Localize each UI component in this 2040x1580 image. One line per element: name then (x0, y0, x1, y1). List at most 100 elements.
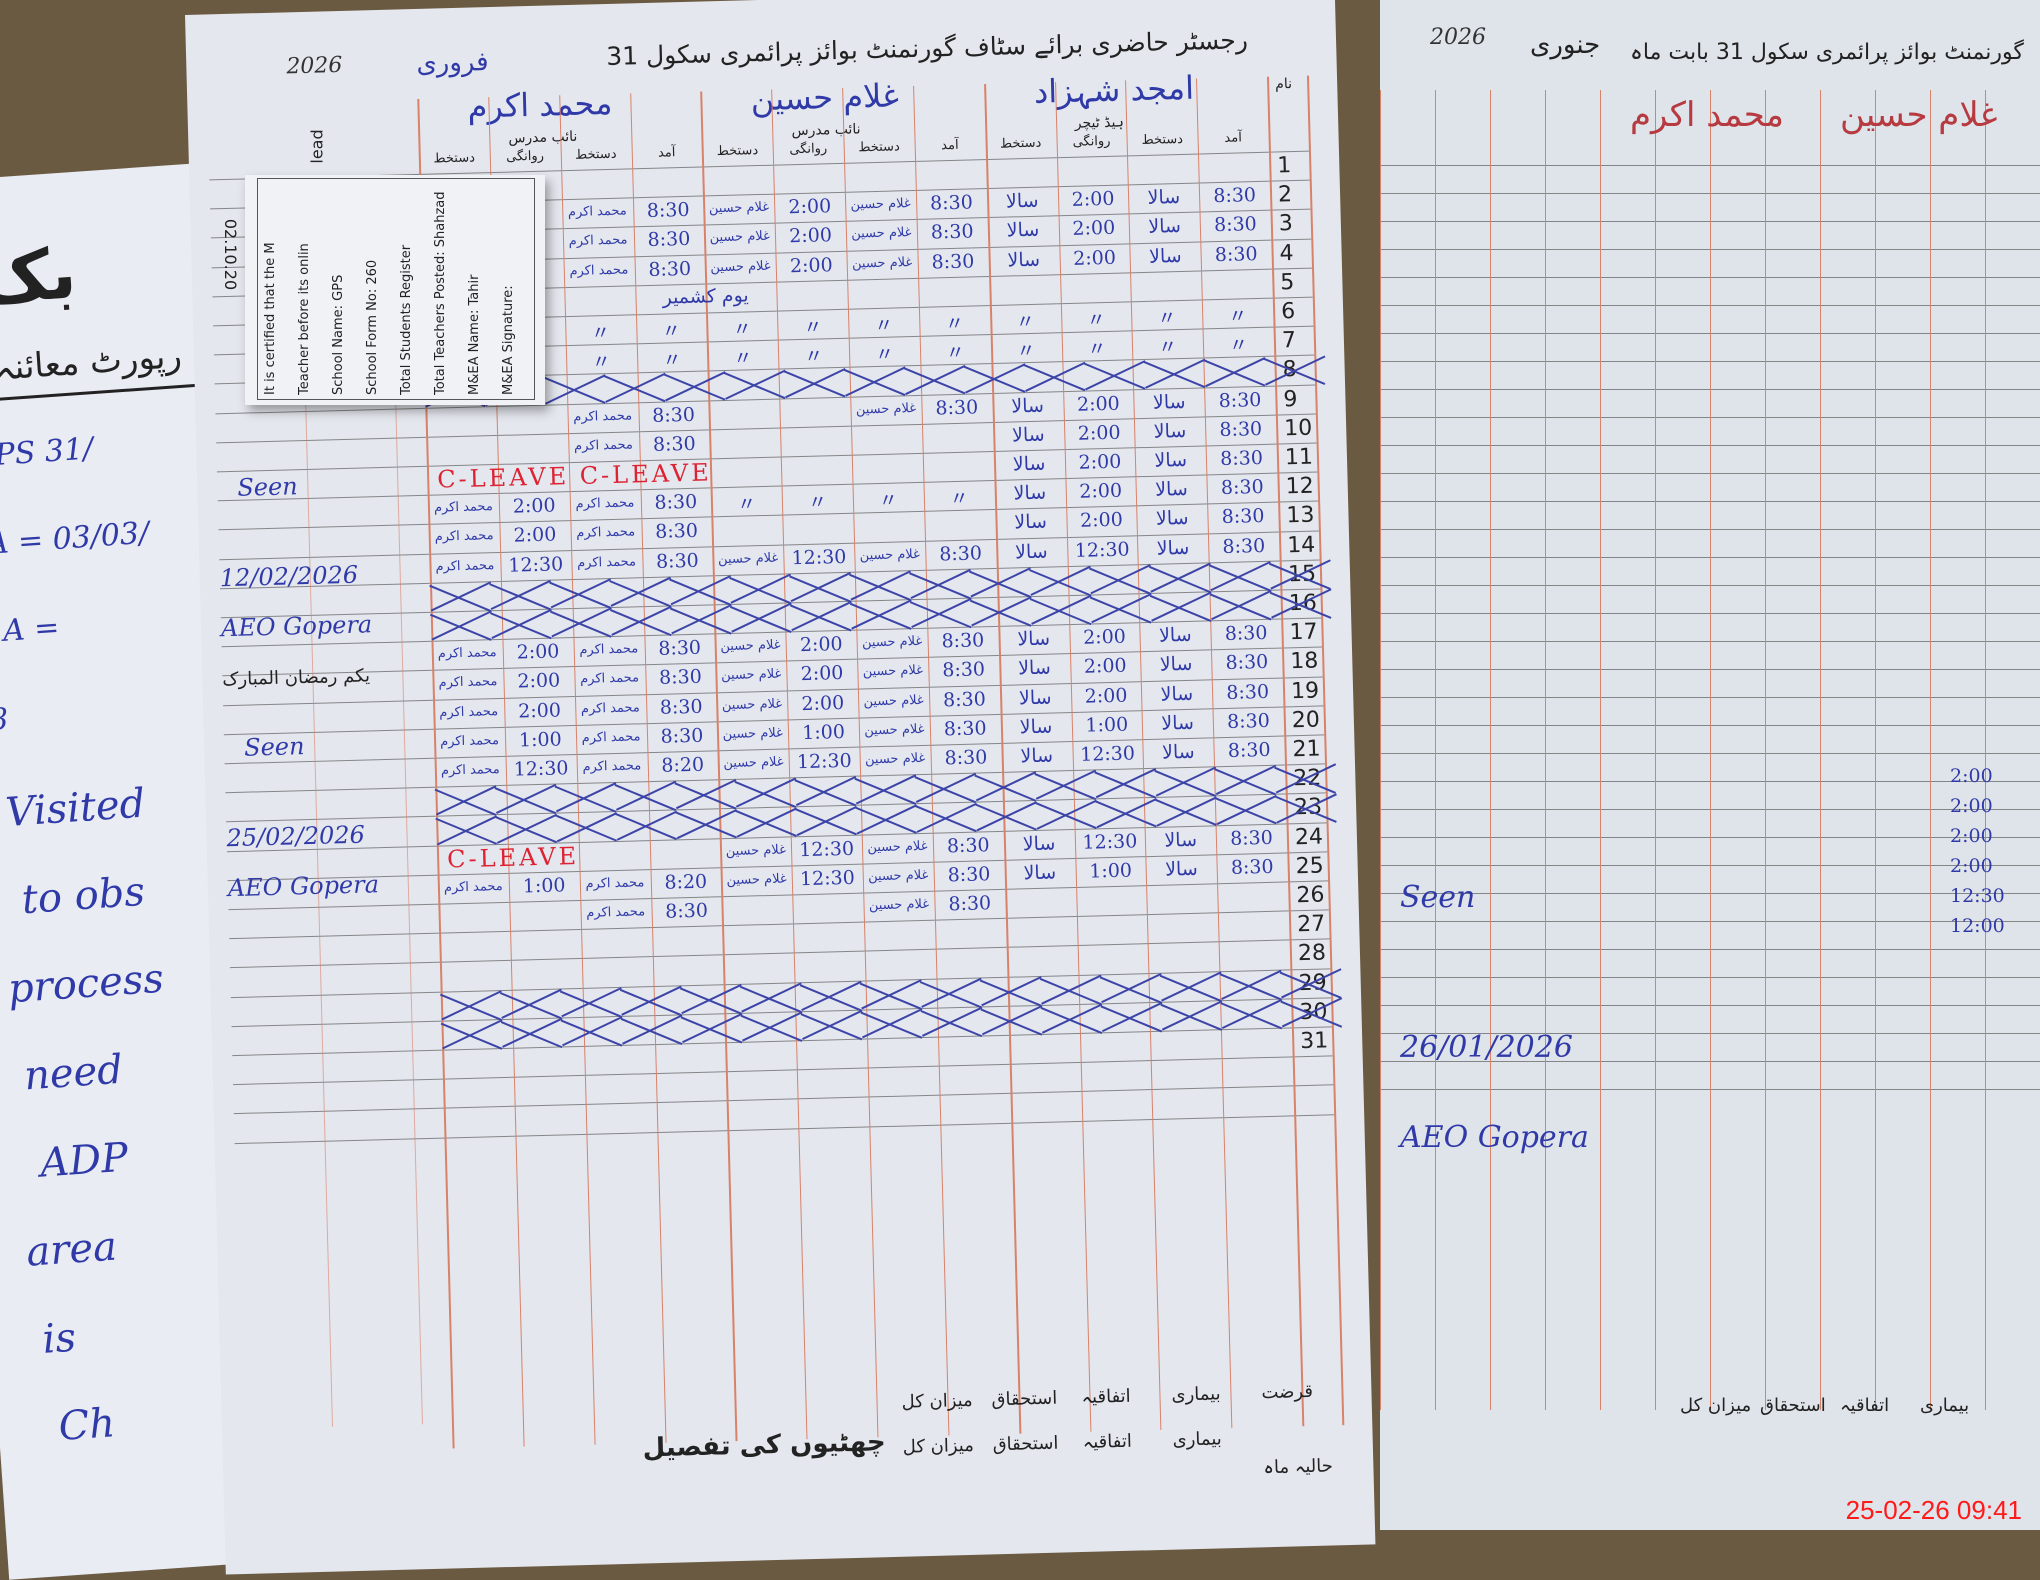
day-number: 28 (1297, 940, 1327, 967)
leave-summary-header: استحقاق (992, 1432, 1059, 1456)
day-number: 19 (1290, 678, 1320, 704)
signature: محمد اکرم (434, 528, 494, 546)
signature: محمد اکرم (576, 524, 636, 542)
signature: محمد اکرم (581, 729, 641, 746)
time-entry: 8:30 (1226, 709, 1271, 733)
time-entry: 8:30 (935, 395, 979, 420)
time-entry: 〃 (1157, 336, 1178, 359)
time-entry: 8:30 (942, 687, 987, 711)
remark-signature: AEO Gopera (220, 610, 373, 643)
time-entry: سالا (1019, 715, 1053, 739)
time-entry: 8:20 (661, 753, 705, 777)
time-entry: 〃 (590, 321, 611, 345)
signature: غلام حسین (720, 637, 781, 655)
time-entry: سالا (1155, 507, 1189, 531)
month: فروری (415, 47, 489, 79)
time-entry: سالا (1147, 186, 1181, 210)
time-entry: 〃 (1087, 338, 1107, 361)
slip-line: M&EA Name: Tahir (467, 274, 482, 395)
time-entry: سالا (1006, 219, 1040, 242)
column-header: دستخط (999, 135, 1042, 152)
time-entry: 2:00 (1084, 684, 1128, 708)
signature: محمد اکرم (568, 232, 628, 250)
time-entry: 2:00 (1078, 450, 1122, 474)
certification-slip: 02.10.20 lead It is certified that the M… (221, 129, 545, 405)
signature: غلام حسین (859, 546, 921, 564)
signature: محمد اکرم (576, 553, 637, 571)
time-entry: 8:30 (931, 250, 975, 274)
time-entry: 2:00 (788, 195, 832, 219)
time-entry: 2:00 (1950, 765, 1993, 787)
column-header: روانگی (789, 141, 828, 158)
signature: محمد اکرم (433, 499, 494, 516)
leave-summary-header: اتفاقیہ (1840, 1395, 1890, 1416)
time-entry: 8:30 (1213, 213, 1258, 237)
time-entry: سالا (1152, 390, 1186, 414)
signature: غلام حسین (722, 725, 784, 742)
column-header: آمد (941, 137, 959, 154)
time-entry: 8:20 (664, 870, 708, 894)
slip-line: School Form No: 260 (365, 259, 380, 395)
signature: محمد اکرم (437, 645, 497, 662)
time-entry: 8:30 (929, 191, 974, 215)
column-line (1655, 90, 1656, 1410)
time-entry: 8:30 (1230, 855, 1274, 879)
day-number: 3 (1278, 211, 1294, 237)
time-entry: 〃 (732, 318, 752, 341)
signature: غلام حسین (868, 896, 930, 914)
printed-subtitle: رپورٹ معائنہ (0, 335, 183, 389)
time-entry: 12:30 (513, 757, 569, 781)
time-entry: 2:00 (800, 662, 844, 686)
time-entry: سالا (1023, 861, 1057, 885)
leave-summary-header: بیماری (1171, 1383, 1221, 1406)
time-entry: 2:00 (788, 224, 833, 248)
time-entry: 2:00 (1082, 625, 1127, 649)
time-entry: سالا (1153, 419, 1187, 443)
time-entry: سالا (1148, 244, 1182, 268)
time-entry: 2:00 (517, 669, 561, 693)
time-entry: سالا (1017, 627, 1051, 651)
time-entry: 2:00 (1071, 187, 1115, 212)
signature: محمد اکرم (579, 670, 640, 688)
name-label: نام (1274, 76, 1293, 93)
time-entry: 〃 (736, 493, 757, 516)
time-entry: 2:00 (1079, 509, 1124, 533)
time-entry: سالا (1154, 448, 1188, 472)
time-entry: 12:30 (1079, 742, 1136, 766)
leave-summary-header: استحقاق (1760, 1395, 1826, 1416)
column-line (1600, 90, 1601, 1410)
signature: غلام حسین (721, 696, 783, 713)
signature: محمد اکرم (579, 641, 639, 659)
leave-summary-header: بیماری (1172, 1428, 1223, 1451)
year: 2026 (1430, 25, 1486, 50)
time-entry: 〃 (803, 316, 823, 339)
slip-line: M&EA Signature: (501, 285, 516, 395)
remark-date: 25/02/2026 (226, 820, 366, 853)
time-entry: 2:00 (799, 633, 843, 657)
time-entry: 12:30 (1074, 538, 1130, 562)
teacher-designation: ہیڈ ٹیچر (1074, 114, 1125, 132)
day-number: 17 (1289, 619, 1318, 646)
signature: محمد اکرم (440, 762, 500, 779)
handwritten-line: Visited (4, 780, 147, 837)
slip-line: Total Students Register (399, 244, 414, 395)
column-header: آمد (657, 145, 676, 161)
time-entry: 8:30 (659, 695, 703, 719)
day-number: 10 (1283, 415, 1313, 442)
signature: محمد اکرم (569, 262, 629, 279)
time-entry: 〃 (733, 347, 753, 370)
ramadan-note: یکم رمضان المبارک (222, 665, 371, 691)
signature: غلام حسین (720, 667, 782, 684)
time-entry: سالا (1017, 656, 1052, 680)
remarks-column: Seen 12/02/2026 AEO Gopera Seen 25/02/2026 AE… (185, 0, 1335, 902)
handwritten-line: to obs (20, 868, 147, 924)
time-entry: 8:30 (1218, 388, 1262, 412)
ruled-line (234, 1113, 1335, 1144)
signature: محمد اکرم (585, 875, 645, 892)
signature: غلام حسین (726, 871, 787, 888)
time-entry: 8:30 (652, 432, 696, 456)
signature: غلام حسین (862, 663, 924, 680)
column-line (1765, 90, 1766, 1410)
slip-line: Teacher before its onlin (297, 243, 312, 395)
day-number: 2 (1277, 182, 1293, 208)
